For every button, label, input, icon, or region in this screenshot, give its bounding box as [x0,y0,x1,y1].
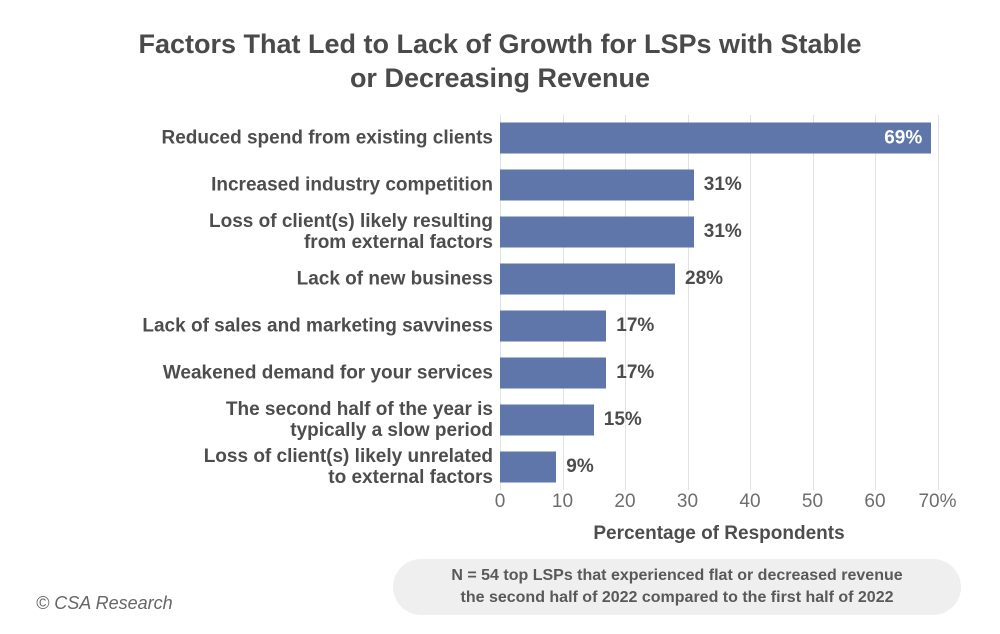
bar-row: Lack of new business 28% [0,256,1000,303]
x-tick-label: 40 [739,491,761,512]
gridline [875,115,876,490]
bar-category-label: Weakened demand for your services [162,362,493,384]
bar [500,216,694,248]
bar-row: Increased industry competition 31% [0,162,1000,209]
bar [500,263,675,295]
footnote-line1: N = 54 top LSPs that experienced flat or… [451,567,903,584]
bar-category-label: Loss of client(s) likely unrelated to ex… [203,445,493,488]
x-tick-label: 30 [676,491,699,512]
x-tick-label: 60 [864,491,886,512]
bar-row: Loss of client(s) likely resulting from … [0,209,1000,256]
gridline [750,115,751,490]
gridline [625,115,626,490]
bar-category-label: Reduced spend from existing clients [161,127,493,149]
bar-value-label: 31% [703,221,742,243]
bar-category-label: Loss of client(s) likely resulting from … [208,211,493,254]
gridline [562,115,564,490]
gridline [687,115,689,490]
footnote-line2: the second half of 2022 compared to the … [460,589,894,606]
chart-title-line1: Factors That Led to Lack of Growth for L… [138,29,862,59]
bar [500,451,557,483]
bar-value-label: 17% [616,361,655,383]
bar: 69% [500,122,932,154]
x-axis-ticks: 0 10 20 30 40 50 60 70% [0,491,1000,513]
chart-title: Factors That Led to Lack of Growth for L… [0,27,1000,95]
bar [500,404,594,436]
x-tick-label: 70% [918,491,957,512]
chart-title-line2: or Decreasing Revenue [349,63,651,93]
gridline [937,115,939,490]
bar-value-label: 31% [703,174,742,196]
bar-category-label: Increased industry competition [211,174,493,196]
copyright-text: © CSA Research [36,593,173,613]
bar-row: The second half of the year is typically… [0,396,1000,443]
bar-value-label: 28% [685,268,724,290]
gridline [500,115,501,490]
bar-value-label: 17% [616,314,655,336]
bar-row: Loss of client(s) likely unrelated to ex… [0,443,1000,490]
bar-value-label: 15% [603,408,642,430]
bar-value-label: 9% [566,455,594,477]
bar-value-label: 69% [884,127,923,149]
footnote-pill: N = 54 top LSPs that experienced flat or… [393,559,961,615]
x-tick-label: 0 [494,491,506,512]
x-tick-label: 20 [614,491,636,512]
bar-category-label: Lack of new business [296,268,493,290]
bar [500,357,607,389]
bar-row: Lack of sales and marketing savviness 17… [0,303,1000,350]
plot-area: Reduced spend from existing clients 69% … [0,115,1000,490]
bar-category-label: The second half of the year is typically… [225,398,493,441]
bar [500,169,694,201]
x-tick-label: 50 [801,491,824,512]
gridline [812,115,814,490]
bar-row: Reduced spend from existing clients 69% [0,115,1000,162]
bar [500,310,607,342]
x-axis-label: Percentage of Respondents [593,523,845,544]
x-tick-label: 10 [551,491,574,512]
bar-row: Weakened demand for your services 17% [0,349,1000,396]
bar-category-label: Lack of sales and marketing savviness [142,315,493,337]
